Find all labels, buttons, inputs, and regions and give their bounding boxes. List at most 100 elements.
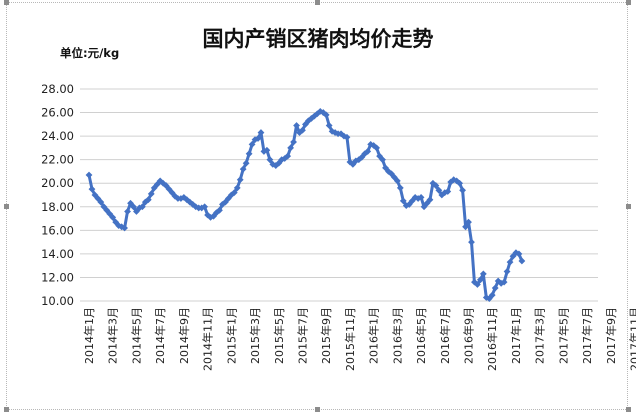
x-tick-label: 2016年5月	[414, 307, 428, 364]
data-point-31	[177, 195, 185, 202]
data-point-93	[361, 150, 369, 158]
y-tick-label: 14.00	[41, 247, 74, 261]
data-point-43	[213, 209, 220, 217]
data-point-28	[168, 189, 176, 197]
data-point-116	[429, 179, 437, 187]
data-point-13	[124, 208, 131, 215]
x-tick-label: 2015年11月	[343, 307, 357, 371]
data-point-1	[88, 185, 96, 193]
y-tick-label: 10.00	[41, 294, 74, 308]
data-point-69	[290, 138, 297, 146]
resize-handle-bottom-left[interactable]	[4, 407, 9, 412]
x-tick-label: 2014年7月	[153, 307, 167, 364]
data-point-21	[147, 190, 155, 198]
data-point-50	[233, 184, 241, 192]
resize-handle-middle-left[interactable]	[4, 204, 9, 209]
data-point-109	[408, 197, 416, 205]
y-tick-label: 26.00	[41, 106, 74, 120]
data-point-22	[150, 184, 158, 192]
data-point-34	[186, 198, 194, 206]
data-point-121	[444, 188, 452, 195]
resize-handle-middle-right[interactable]	[626, 204, 631, 209]
data-point-52	[239, 165, 247, 173]
data-point-18	[138, 203, 146, 211]
data-point-16	[133, 208, 140, 215]
y-tick-label: 24.00	[41, 129, 74, 143]
data-point-125	[456, 179, 464, 187]
data-point-73	[302, 120, 309, 128]
unit-label: 单位:元/kg	[60, 46, 119, 60]
data-point-98	[376, 152, 383, 160]
data-point-106	[399, 197, 407, 205]
x-tick-label: 2017年3月	[533, 307, 547, 364]
resize-handle-bottom-center[interactable]	[315, 407, 320, 412]
data-point-11	[118, 223, 126, 231]
data-point-61	[266, 156, 274, 164]
data-point-99	[379, 156, 386, 164]
resize-handle-top-right[interactable]	[626, 0, 631, 5]
x-tick-label: 2016年7月	[438, 307, 452, 364]
data-point-100	[382, 164, 389, 172]
data-point-39	[201, 203, 209, 211]
data-point-8	[109, 213, 117, 221]
price-line	[87, 109, 524, 301]
data-point-91	[355, 156, 363, 164]
data-point-67	[284, 152, 292, 160]
data-point-40	[204, 211, 211, 219]
data-point-103	[390, 173, 398, 181]
data-point-9	[112, 218, 120, 226]
data-point-131	[474, 281, 481, 288]
data-point-15	[130, 203, 137, 211]
x-tick-label: 2017年5月	[556, 307, 570, 364]
x-tick-label: 2017年11月	[628, 307, 636, 371]
data-point-47	[224, 195, 232, 202]
data-point-36	[192, 203, 200, 211]
data-point-35	[189, 201, 197, 208]
x-tick-label: 2015年5月	[272, 307, 286, 364]
data-point-72	[299, 126, 306, 134]
data-point-141	[503, 268, 511, 275]
data-point-118	[435, 186, 443, 194]
data-point-127	[462, 223, 469, 231]
data-point-6	[103, 206, 111, 214]
data-point-7	[106, 210, 114, 218]
x-tick-label: 2014年3月	[106, 307, 120, 364]
gridlines	[80, 88, 598, 302]
x-tick-label: 2016年1月	[367, 307, 381, 364]
data-point-97	[373, 144, 381, 152]
resize-handle-top-left[interactable]	[4, 0, 9, 5]
x-tick-label: 2014年9月	[177, 307, 191, 364]
data-point-137	[491, 284, 499, 292]
x-tick-label: 2015年3月	[248, 307, 262, 364]
x-tick-label: 2014年1月	[82, 307, 96, 364]
resize-handle-bottom-right[interactable]	[626, 407, 631, 412]
data-point-146	[518, 257, 526, 265]
y-tick-label: 28.00	[41, 82, 74, 96]
data-point-105	[396, 184, 404, 192]
data-point-45	[219, 201, 226, 208]
y-tick-label: 16.00	[41, 223, 74, 237]
data-point-70	[293, 122, 300, 129]
data-point-33	[183, 196, 191, 204]
data-point-27	[165, 185, 173, 193]
data-point-3	[94, 195, 102, 202]
y-tick-label: 12.00	[41, 270, 74, 284]
data-point-140	[500, 278, 508, 286]
data-point-133	[479, 270, 487, 278]
data-point-68	[287, 144, 295, 152]
data-point-54	[245, 150, 253, 158]
x-tick-label: 2015年7月	[295, 307, 309, 364]
y-axis-ticks: 10.00 12.00 14.00 16.00 18.00 20.00 22.00 24.00…	[41, 82, 74, 308]
data-point-81	[325, 122, 333, 129]
x-axis-ticks: 2014年1月 2014年3月 2014年5月 2014年7月 2014年9月 2014年…	[82, 307, 636, 371]
data-point-142	[506, 258, 514, 266]
data-point-14	[127, 199, 134, 207]
resize-handle-top-center[interactable]	[315, 0, 320, 5]
data-point-10	[115, 222, 123, 230]
y-tick-label: 22.00	[41, 153, 74, 167]
x-tick-label: 2016年9月	[462, 307, 476, 364]
x-tick-label: 2016年3月	[390, 307, 404, 364]
data-point-129	[468, 238, 475, 246]
data-point-4	[97, 198, 105, 206]
